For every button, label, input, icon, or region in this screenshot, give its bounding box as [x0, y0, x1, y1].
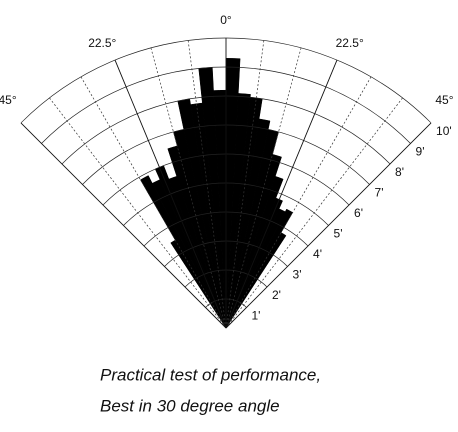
r-tick-label: 8'	[395, 165, 404, 179]
angle-grid-line	[225, 97, 403, 329]
angle-axis-line	[225, 59, 338, 329]
r-tick-label: 1'	[252, 309, 261, 323]
angle-tick-label: 22.5°	[88, 36, 116, 50]
caption-line: Practical test of performance,	[100, 365, 321, 384]
r-tick-label: 3'	[293, 268, 302, 282]
r-tick-label: 7'	[375, 186, 384, 200]
r-tick-label: 10'	[436, 124, 452, 138]
r-tick-label: 6'	[354, 206, 363, 220]
angle-tick-label: 0°	[220, 13, 232, 27]
angle-grid-line	[225, 47, 302, 329]
angle-grid-line	[150, 47, 227, 329]
angle-tick-label: 45°	[435, 93, 453, 107]
r-tick-label: 9'	[416, 145, 425, 159]
bar	[225, 232, 287, 329]
bar	[140, 175, 227, 329]
r-tick-label: 5'	[334, 227, 343, 241]
angle-axis-line	[114, 59, 227, 329]
angle-tick-label: 22.5°	[336, 36, 364, 50]
caption-line: Best in 30 degree angle	[100, 396, 280, 415]
angle-axis-line	[225, 122, 432, 329]
angle-grid-line	[80, 76, 227, 329]
angle-grid-line	[225, 40, 265, 329]
angle-grid-line	[49, 97, 227, 329]
plot-area: 1' 2' 3' 4' 5' 6' 7' 8' 9' 10' 45° 22.5° 0° 22.5° 45°	[0, 13, 454, 329]
angle-grid-line	[225, 76, 372, 329]
angle-tick-label: 45°	[0, 93, 17, 107]
angle-grid-line	[187, 40, 227, 329]
r-tick-label: 2'	[272, 288, 281, 302]
r-tick-label: 4'	[313, 247, 322, 261]
angle-axis-line	[20, 122, 227, 329]
